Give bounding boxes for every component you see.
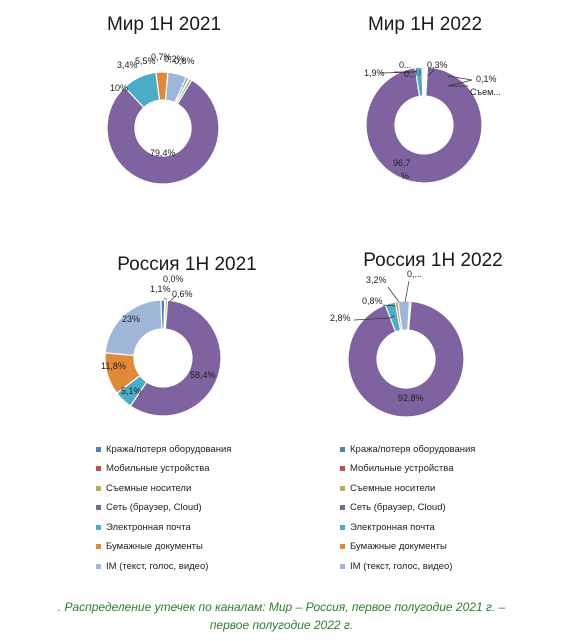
legend-item-im: IM (текст, голос, видео) bbox=[96, 560, 208, 572]
legend-item-network: Сеть (браузер, Cloud) bbox=[96, 502, 202, 514]
data-label-im: 3,2% bbox=[366, 275, 387, 285]
data-label-equipment: 1,1% bbox=[150, 284, 171, 294]
legend-label-network: Сеть (браузер, Cloud) bbox=[106, 502, 202, 513]
data-label-mobile: 0,2% bbox=[164, 54, 185, 64]
legend-label-removable: Съемные носители bbox=[350, 482, 436, 494]
slice-removable bbox=[424, 66, 429, 97]
legend-label-im: IM (текст, голос, видео) bbox=[350, 560, 453, 572]
legend-label-paper: Бумажные документы bbox=[350, 541, 447, 552]
data-label-paper: 3,4% bbox=[117, 60, 138, 70]
legend-swatch-paper bbox=[340, 544, 345, 549]
legend-label-equipment: Кража/потеря оборудования bbox=[350, 443, 476, 455]
chart-title-world-2022: Мир 1Н 2022 bbox=[367, 14, 483, 35]
legend-label-removable: Съемные носители bbox=[106, 482, 192, 494]
legend-swatch-email bbox=[96, 524, 101, 530]
data-label-paper: 0... bbox=[399, 60, 412, 70]
leader-line bbox=[387, 286, 400, 303]
data-label-removable: Съем... bbox=[470, 87, 501, 97]
data-label-email: 5,1% bbox=[121, 386, 142, 396]
data-label-removable: 0,6% bbox=[172, 289, 193, 299]
slice-network bbox=[347, 300, 465, 418]
data-label-mobile: 0,0% bbox=[163, 274, 184, 284]
legend-item-network: Сеть (браузер, Cloud) bbox=[340, 502, 446, 514]
leader-line bbox=[404, 280, 410, 303]
legend-swatch-equipment bbox=[96, 446, 101, 452]
slice-network bbox=[365, 66, 483, 184]
legend-swatch-mobile bbox=[96, 466, 101, 471]
legend-item-mobile: Мобильные устройства bbox=[340, 463, 453, 475]
data-label-equipment: 0,... bbox=[407, 269, 422, 279]
slice-removable bbox=[175, 77, 193, 105]
legend-label-network: Сеть (браузер, Cloud) bbox=[350, 502, 446, 513]
data-label-email: 10% bbox=[110, 83, 128, 93]
legend-swatch-im bbox=[96, 563, 101, 569]
data-label-network: 58,4% bbox=[190, 370, 216, 380]
data-label-paper: 0,8% bbox=[362, 296, 383, 306]
legend-swatch-im bbox=[340, 563, 345, 569]
legend-item-paper: Бумажные документы bbox=[340, 541, 447, 553]
legend-left: Кража/потеря оборудования Мобильные устро… bbox=[96, 443, 296, 583]
legend-swatch-email bbox=[340, 524, 345, 530]
legend-item-email: Электронная почта bbox=[96, 521, 191, 533]
leader-line bbox=[163, 297, 168, 301]
legend-swatch-network bbox=[96, 505, 101, 510]
data-label-email: 1,9% bbox=[364, 68, 385, 78]
slice-equipment bbox=[407, 300, 412, 331]
legend-label-equipment: Кража/потеря оборудования bbox=[106, 443, 232, 455]
legend-swatch-equipment bbox=[340, 446, 345, 452]
legend-swatch-mobile bbox=[340, 466, 345, 471]
legend-swatch-removable bbox=[340, 485, 345, 491]
legend-label-mobile: Мобильные устройства bbox=[350, 463, 454, 474]
legend-swatch-removable bbox=[96, 485, 101, 491]
figure-caption: . Распределение утечек по каналам: Мир –… bbox=[0, 598, 563, 634]
data-label-network: 96,7% bbox=[393, 158, 411, 181]
chart-title-world-2021: Мир 1Н 2021 bbox=[106, 14, 222, 35]
legend-label-mobile: Мобильные устройства bbox=[106, 463, 210, 474]
data-label-equipment: 0,3% bbox=[427, 60, 448, 70]
data-label-network: 92,8% bbox=[398, 393, 424, 403]
leader-line bbox=[447, 75, 473, 87]
legend-item-im: IM (текст, голос, видео) bbox=[340, 560, 452, 572]
legend-item-paper: Бумажные документы bbox=[96, 541, 203, 553]
legend-swatch-paper bbox=[96, 544, 101, 549]
data-label-mobile: 0,1% bbox=[476, 74, 497, 84]
legend-item-mobile: Мобильные устройства bbox=[96, 463, 209, 475]
leader-line bbox=[382, 304, 397, 307]
legend-item-equipment: Кража/потеря оборудования bbox=[340, 443, 475, 455]
legend-item-removable: Съемные носители bbox=[340, 482, 435, 494]
data-label-email: 2,8% bbox=[330, 313, 351, 323]
slice-network bbox=[106, 79, 220, 185]
legend-label-email: Электронная почта bbox=[350, 521, 435, 533]
data-label-removable: 0,8% bbox=[174, 56, 195, 66]
legend-swatch-network bbox=[340, 505, 345, 510]
caption-line-1: . Распределение утечек по каналам: Мир –… bbox=[57, 600, 506, 614]
legend-right: Кража/потеря оборудования Мобильные устро… bbox=[340, 443, 540, 583]
legend-label-im: IM (текст, голос, видео) bbox=[106, 560, 209, 572]
slice-network bbox=[129, 299, 222, 417]
legend-label-paper: Бумажные документы bbox=[106, 541, 203, 552]
data-label-im: 0... bbox=[404, 69, 417, 79]
leader-line bbox=[353, 315, 395, 321]
legend-label-email: Электронная почта bbox=[106, 521, 191, 533]
data-label-im: 5,5% bbox=[135, 56, 156, 66]
data-label-im: 23% bbox=[122, 314, 140, 324]
chart-title-russia-2021: Россия 1Н 2021 bbox=[117, 254, 257, 275]
leader-line bbox=[169, 295, 177, 302]
slice-removable bbox=[163, 299, 169, 330]
leader-line bbox=[427, 69, 435, 77]
legend-item-email: Электронная почта bbox=[340, 521, 435, 533]
leader-line bbox=[379, 71, 418, 74]
caption-line-2: первое полугодие 2022 г. bbox=[209, 618, 354, 632]
data-label-equipment: 0,7% bbox=[151, 52, 172, 62]
data-label-network: 79,4% bbox=[150, 148, 176, 158]
chart-title-russia-2022: Россия 1Н 2022 bbox=[363, 250, 503, 271]
data-label-paper: 11,8% bbox=[101, 361, 126, 371]
legend-item-equipment: Кража/потеря оборудования bbox=[96, 443, 231, 455]
legend-item-removable: Съемные носители bbox=[96, 482, 191, 494]
